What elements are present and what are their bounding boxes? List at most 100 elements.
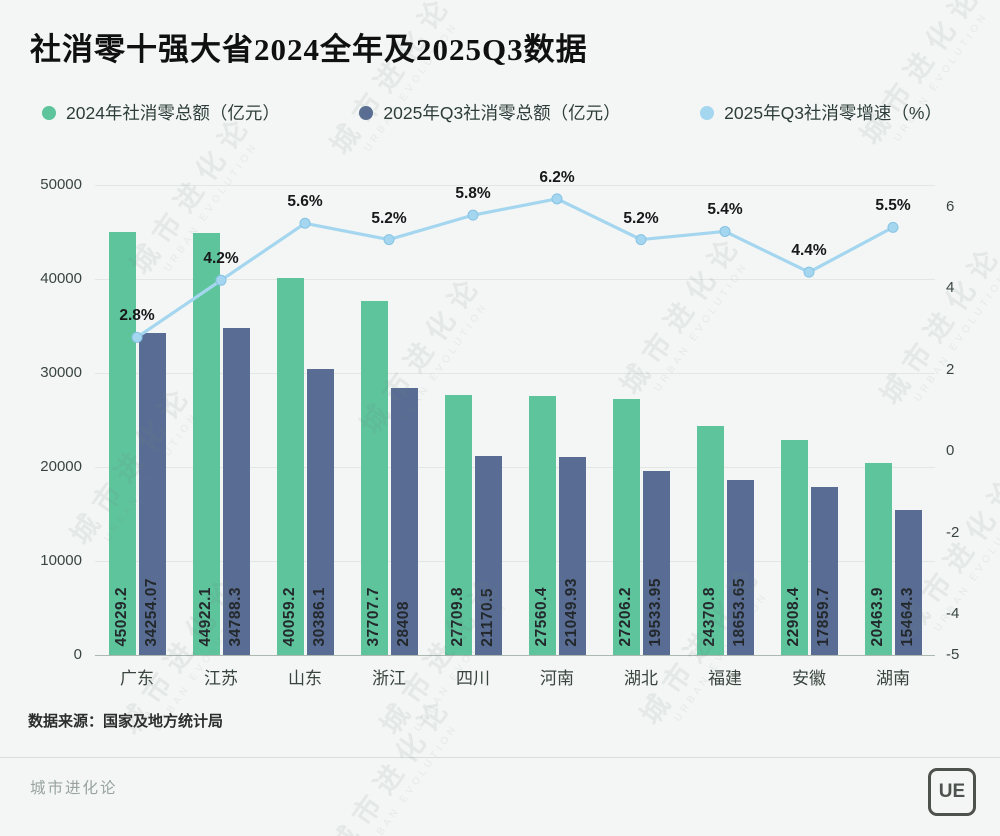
bar-value-label: 34788.3 (227, 587, 244, 647)
line-marker (887, 221, 899, 233)
page-title: 社消零十强大省2024全年及2025Q3数据 (30, 32, 588, 67)
bar-2024 (696, 425, 724, 655)
bar-2024 (528, 395, 556, 655)
line-marker (803, 266, 815, 278)
legend-item-2025q3-total: 2025年Q3社消零总额（亿元） (359, 100, 621, 125)
gridline-10000 (95, 560, 935, 562)
x-axis-label: 四川 (456, 669, 490, 688)
legend-dot-2025q3-total-icon (359, 105, 374, 120)
bar-2024 (780, 439, 808, 655)
bar-2025q3 (474, 456, 502, 655)
bar-2024 (444, 394, 472, 655)
growth-rate-label: 5.2% (371, 209, 407, 227)
bar-2024 (108, 231, 136, 655)
bar-2025q3 (810, 487, 838, 655)
bar-value-label: 37707.7 (365, 587, 382, 647)
gridline-40000 (95, 278, 935, 280)
line-marker (635, 234, 647, 246)
line-marker (551, 193, 563, 205)
watermark-subtext: URBAN EVOLUTION (932, 500, 1000, 634)
legend-item-2024-total: 2024年社消零总额（亿元） (42, 100, 280, 125)
watermark-text: 城市进化论 (874, 236, 1000, 410)
legend-label-2025q3-total: 2025年Q3社消零总额（亿元） (383, 103, 621, 123)
y-axis-right-tick: 0 (946, 442, 955, 460)
watermark-subtext: URBAN EVOLUTION (362, 20, 461, 154)
growth-rate-label: 4.4% (791, 242, 827, 260)
x-axis-label: 江苏 (204, 669, 238, 688)
bar-2025q3 (390, 387, 418, 655)
bar-2025q3 (306, 369, 334, 655)
bar-value-label: 45029.2 (113, 587, 130, 647)
bar-value-label: 19533.95 (647, 578, 664, 647)
y-axis-right-tick: -4 (946, 605, 960, 623)
growth-rate-label: 4.2% (203, 250, 239, 268)
watermark-text: 城市进化论 (324, 688, 459, 836)
bar-value-label: 34254.07 (143, 578, 160, 647)
brand-logo: UE (928, 768, 976, 816)
line-marker (383, 234, 395, 246)
growth-rate-label: 5.5% (875, 197, 911, 215)
bar-value-label: 22908.4 (785, 587, 802, 647)
bar-2024 (276, 278, 304, 655)
y-axis-right-tick: 2 (946, 360, 955, 378)
bar-2025q3 (726, 479, 754, 655)
legend-label-2025q3-growth: 2025年Q3社消零增速（%） (724, 103, 942, 123)
bar-value-label: 44922.1 (197, 587, 214, 647)
x-axis-label: 广东 (120, 669, 154, 688)
watermark-text: 城市进化论 (854, 0, 989, 150)
y-axis-right-tick: 4 (946, 279, 955, 297)
y-axis-left-tick: 10000 (40, 552, 82, 569)
bar-value-label: 40059.2 (281, 587, 298, 647)
y-axis-left-tick: 20000 (40, 458, 82, 475)
bar-2025q3 (138, 333, 166, 655)
bar-2025q3 (894, 509, 922, 655)
line-marker (299, 217, 311, 229)
x-axis-label: 河南 (540, 669, 574, 688)
gridline-0 (95, 654, 935, 656)
x-axis-label: 湖北 (624, 669, 658, 688)
bar-value-label: 27709.8 (449, 587, 466, 647)
bar-value-label: 24370.8 (701, 587, 718, 647)
bar-value-label: 27560.4 (533, 587, 550, 647)
bar-value-label: 17859.7 (815, 587, 832, 647)
bar-value-label: 28408 (395, 601, 412, 647)
source-note: 数据来源：国家及地方统计局 (28, 713, 224, 730)
growth-rate-label: 5.6% (287, 193, 323, 211)
gridline-30000 (95, 372, 935, 374)
y-axis-left-tick: 30000 (40, 364, 82, 381)
x-axis-label: 浙江 (372, 669, 406, 688)
line-marker (467, 209, 479, 221)
bar-value-label: 27206.2 (617, 587, 634, 647)
legend-dot-2024-total-icon (42, 105, 56, 120)
watermark-subtext: URBAN EVOLUTION (362, 722, 461, 836)
legend-dot-2025q3-growth-icon (700, 105, 715, 120)
x-axis-label: 湖南 (876, 669, 910, 688)
x-axis-label: 山东 (288, 669, 322, 688)
bar-2024 (612, 399, 640, 655)
legend-item-2025q3-growth: 2025年Q3社消零增速（%） (700, 100, 942, 125)
bar-2024 (360, 300, 388, 655)
gridline-50000 (95, 184, 935, 186)
y-axis-right-tick: 6 (946, 198, 955, 215)
bar-value-label: 18653.65 (731, 578, 748, 647)
y-axis-left-tick: 50000 (40, 176, 82, 193)
x-axis-label: 安徽 (792, 669, 826, 688)
growth-rate-label: 6.2% (539, 168, 575, 186)
bar-2025q3 (642, 471, 670, 655)
bar-value-label: 30386.1 (311, 587, 328, 647)
legend-label-2024-total: 2024年社消零总额（亿元） (66, 103, 280, 123)
bar-2024 (864, 462, 892, 655)
watermark-text: 城市进化论 (324, 0, 459, 160)
bar-value-label: 21170.5 (479, 588, 496, 647)
y-axis-left-tick: 40000 (40, 270, 82, 287)
bar-value-label: 20463.9 (869, 587, 886, 647)
bar-value-label: 15464.3 (899, 587, 916, 647)
footer-brand: 城市进化论 (30, 780, 118, 797)
y-axis-right-tick: -5 (946, 646, 960, 663)
x-axis-label: 福建 (708, 669, 742, 688)
growth-rate-label: 5.8% (455, 185, 491, 203)
